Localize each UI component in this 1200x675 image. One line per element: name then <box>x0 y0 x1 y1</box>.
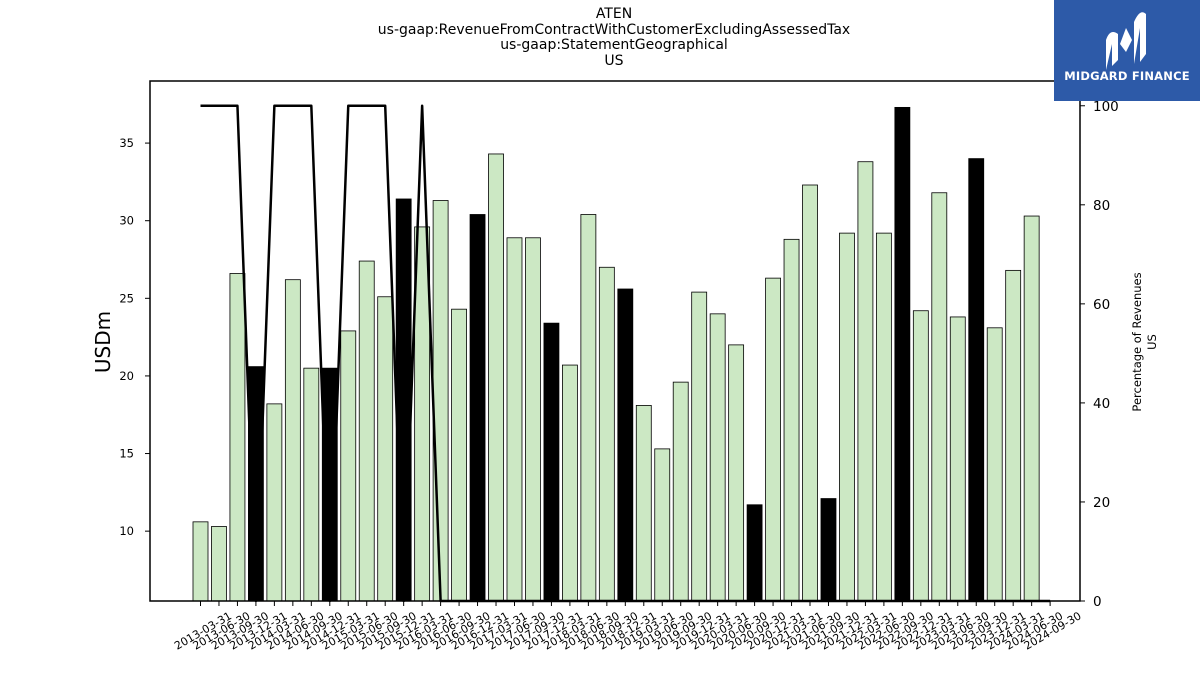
plot-frame <box>149 80 1081 602</box>
bar <box>1023 215 1040 602</box>
y2-tick-label: 80 <box>1093 198 1110 214</box>
bar <box>506 237 523 602</box>
bar <box>839 232 855 602</box>
y-tick-label: 15 <box>119 447 134 461</box>
title-member: US <box>604 52 624 69</box>
bar <box>598 266 615 602</box>
y-axis-right: 0 20 40 60 80 100 <box>1080 99 1119 610</box>
y2-tick-label: 60 <box>1093 297 1110 313</box>
y2-tick-label: 100 <box>1093 99 1119 115</box>
y-tick-label: 35 <box>119 136 134 150</box>
bar <box>525 237 541 602</box>
bar <box>266 403 283 602</box>
y2-tick-label: 0 <box>1093 594 1102 610</box>
y-tick-label: 25 <box>119 291 134 305</box>
bar <box>968 158 985 602</box>
y-tick-label: 20 <box>119 369 134 383</box>
bar <box>931 192 948 602</box>
bar <box>229 273 246 602</box>
bar <box>894 106 911 602</box>
bar <box>709 313 726 602</box>
logo-text: MIDGARD FINANCE <box>1064 69 1190 83</box>
y2-axis-label-line1: Percentage of Revenues <box>1130 272 1144 411</box>
bar <box>395 198 412 602</box>
bar <box>340 330 357 602</box>
y-axis-label: USDm <box>91 311 115 373</box>
bar <box>211 526 227 602</box>
bar <box>192 521 209 602</box>
y-tick-label: 10 <box>119 524 134 538</box>
y2-tick-label: 40 <box>1093 396 1110 412</box>
bar <box>358 260 375 602</box>
bar <box>728 344 745 602</box>
bar <box>949 316 966 602</box>
bar <box>617 288 634 602</box>
bar <box>746 504 763 602</box>
bar <box>912 310 929 602</box>
chart-title: ATEN us-gaap:RevenueFromContractWithCust… <box>0 6 1200 69</box>
title-axis: us-gaap:StatementGeographical <box>500 37 728 53</box>
y-axis-left: 10 15 20 25 30 35 <box>119 136 150 538</box>
bar <box>802 184 818 602</box>
bar <box>543 322 560 602</box>
bar <box>765 277 781 602</box>
bar <box>414 226 431 602</box>
bar <box>654 448 671 602</box>
bar <box>783 238 800 602</box>
bar <box>857 161 874 602</box>
x-axis: 2013-03-312013-06-302013-09-302013-12-31… <box>172 601 1084 653</box>
bar <box>488 153 504 602</box>
bar <box>377 296 394 602</box>
y2-axis-label-line2: US <box>1145 334 1159 350</box>
title-ticker: ATEN <box>595 6 633 22</box>
title-concept: us-gaap:RevenueFromContractWithCustomerE… <box>377 21 851 38</box>
bar <box>986 327 1003 602</box>
bar <box>672 381 689 602</box>
bar <box>284 279 301 602</box>
midgard-m-logo-icon <box>1106 12 1146 70</box>
bar <box>432 200 449 602</box>
y-tick-label: 30 <box>119 214 134 228</box>
bar <box>635 405 652 602</box>
bar <box>820 498 837 602</box>
bar <box>303 367 320 602</box>
bar <box>691 291 708 602</box>
bar <box>469 214 486 602</box>
y2-tick-label: 20 <box>1093 495 1110 511</box>
bar <box>562 364 578 602</box>
bar <box>580 214 597 602</box>
midgard-finance-logo: MIDGARD FINANCE <box>1054 0 1200 101</box>
bar <box>451 308 467 602</box>
bar <box>1005 269 1022 602</box>
bar <box>875 232 892 602</box>
